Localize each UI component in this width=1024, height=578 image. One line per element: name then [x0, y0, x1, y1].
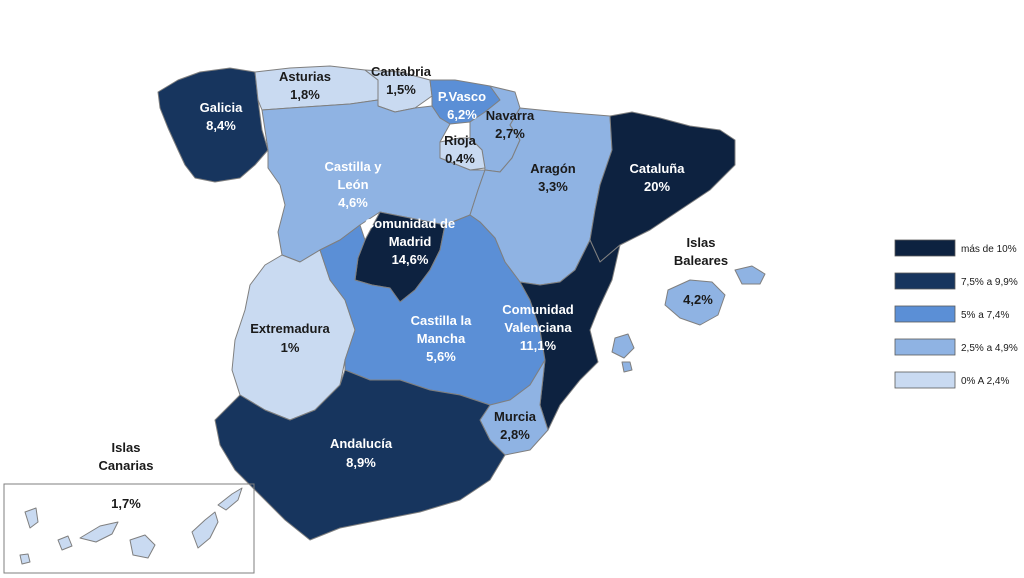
legend-item: 0% A 2,4%	[894, 371, 1009, 389]
label-andalucia: Andalucía 8,9%	[330, 436, 393, 470]
region-baleares-mallorca	[664, 279, 726, 326]
label-baleares-name-2: Baleares	[674, 253, 728, 268]
label-murcia: Murcia 2,8%	[494, 409, 537, 442]
legend-swatch	[894, 272, 956, 290]
label-aragon-name: Aragón	[530, 161, 576, 176]
legend-swatch	[894, 338, 956, 356]
label-valencia-name-2: Valenciana	[504, 320, 572, 335]
label-clm-name-1: Castilla la	[411, 313, 472, 328]
label-valencia-value: 11,1%	[520, 338, 557, 353]
label-asturias-value: 1,8%	[290, 87, 320, 102]
region-canarias-island	[191, 511, 219, 549]
label-rioja-name: Rioja	[444, 133, 477, 148]
label-cantabria-value: 1,5%	[386, 82, 416, 97]
legend-swatch	[894, 239, 956, 257]
legend-item: más de 10%	[894, 239, 1017, 257]
region-baleares-menorca	[734, 265, 766, 285]
label-canarias-name-1: Islas	[112, 440, 141, 455]
legend-swatch	[894, 371, 956, 389]
label-pvasco-name: P.Vasco	[438, 89, 486, 104]
label-valencia: Comunidad Valenciana 11,1%	[502, 302, 574, 353]
label-extremadura: Extremadura 1%	[250, 321, 330, 355]
region-andalucia	[214, 369, 506, 541]
label-extremadura-value: 1%	[281, 340, 300, 355]
label-cantabria-name: Cantabria	[371, 64, 432, 79]
label-asturias-name: Asturias	[279, 69, 331, 84]
label-cataluna: Cataluña 20%	[630, 161, 686, 194]
label-asturias: Asturias 1,8%	[279, 69, 331, 102]
label-canarias: Islas Canarias 1,7%	[99, 440, 154, 511]
legend-label: más de 10%	[961, 244, 1017, 255]
label-valencia-name-1: Comunidad	[502, 302, 574, 317]
region-valencia	[519, 239, 621, 431]
label-rioja: Rioja 0,4%	[444, 133, 477, 166]
label-pvasco-value: 6,2%	[447, 107, 477, 122]
label-navarra: Navarra 2,7%	[486, 108, 535, 141]
label-murcia-name: Murcia	[494, 409, 537, 424]
legend-item: 7,5% a 9,9%	[894, 272, 1018, 290]
label-baleares-value: 4,2%	[683, 292, 713, 307]
legend-item: 5% a 7,4%	[894, 305, 1009, 323]
label-andalucia-value: 8,9%	[346, 455, 376, 470]
label-clm: Castilla la Mancha 5,6%	[411, 313, 472, 364]
label-pvasco: P.Vasco 6,2%	[438, 89, 486, 122]
region-canarias-island	[19, 553, 31, 565]
label-murcia-value: 2,8%	[500, 427, 530, 442]
legend-label: 5% a 7,4%	[961, 310, 1009, 321]
label-andalucia-name: Andalucía	[330, 436, 393, 451]
legend: más de 10% 7,5% a 9,9% 5% a 7,4% 2,5% a …	[894, 239, 1018, 389]
label-clm-name-2: Mancha	[417, 331, 466, 346]
label-madrid-name-2: Madrid	[389, 234, 432, 249]
region-cataluna	[589, 111, 736, 263]
label-cyl-value: 4,6%	[338, 195, 368, 210]
label-aragon-value: 3,3%	[538, 179, 568, 194]
label-canarias-name-2: Canarias	[99, 458, 154, 473]
region-baleares-ibiza	[611, 333, 635, 359]
label-rioja-value: 0,4%	[445, 151, 475, 166]
region-canarias-island	[129, 534, 156, 559]
legend-item: 2,5% a 4,9%	[894, 338, 1018, 356]
label-madrid-name-1: Comunidad de	[365, 216, 455, 231]
label-galicia-name: Galicia	[200, 100, 243, 115]
region-canarias-island	[79, 521, 119, 543]
label-cantabria: Cantabria 1,5%	[371, 64, 432, 97]
legend-label: 0% A 2,4%	[961, 376, 1009, 387]
label-cyl-name-1: Castilla y	[324, 159, 382, 174]
region-canarias-island	[24, 507, 39, 529]
label-navarra-name: Navarra	[486, 108, 535, 123]
region-canarias-island	[57, 535, 73, 551]
legend-swatch	[894, 305, 956, 323]
label-galicia: Galicia 8,4%	[200, 100, 243, 133]
label-baleares: Islas Baleares 4,2%	[674, 235, 728, 307]
label-aragon: Aragón 3,3%	[530, 161, 576, 194]
canarias-inset-box	[3, 483, 255, 574]
region-galicia	[157, 67, 269, 183]
label-extremadura-name: Extremadura	[250, 321, 330, 336]
label-madrid-value: 14,6%	[392, 252, 429, 267]
label-cataluna-name: Cataluña	[630, 161, 686, 176]
region-canarias-island	[217, 487, 243, 511]
label-cyl-name-2: León	[337, 177, 368, 192]
label-clm-value: 5,6%	[426, 349, 456, 364]
label-cataluna-value: 20%	[644, 179, 670, 194]
legend-label: 2,5% a 4,9%	[961, 343, 1018, 354]
region-baleares-formentera	[621, 361, 633, 373]
label-canarias-value: 1,7%	[111, 496, 141, 511]
label-madrid: Comunidad de Madrid 14,6%	[365, 216, 455, 267]
legend-label: 7,5% a 9,9%	[961, 277, 1018, 288]
label-baleares-name-1: Islas	[687, 235, 716, 250]
label-navarra-value: 2,7%	[495, 126, 525, 141]
label-galicia-value: 8,4%	[206, 118, 236, 133]
label-cyl: Castilla y León 4,6%	[324, 159, 382, 210]
